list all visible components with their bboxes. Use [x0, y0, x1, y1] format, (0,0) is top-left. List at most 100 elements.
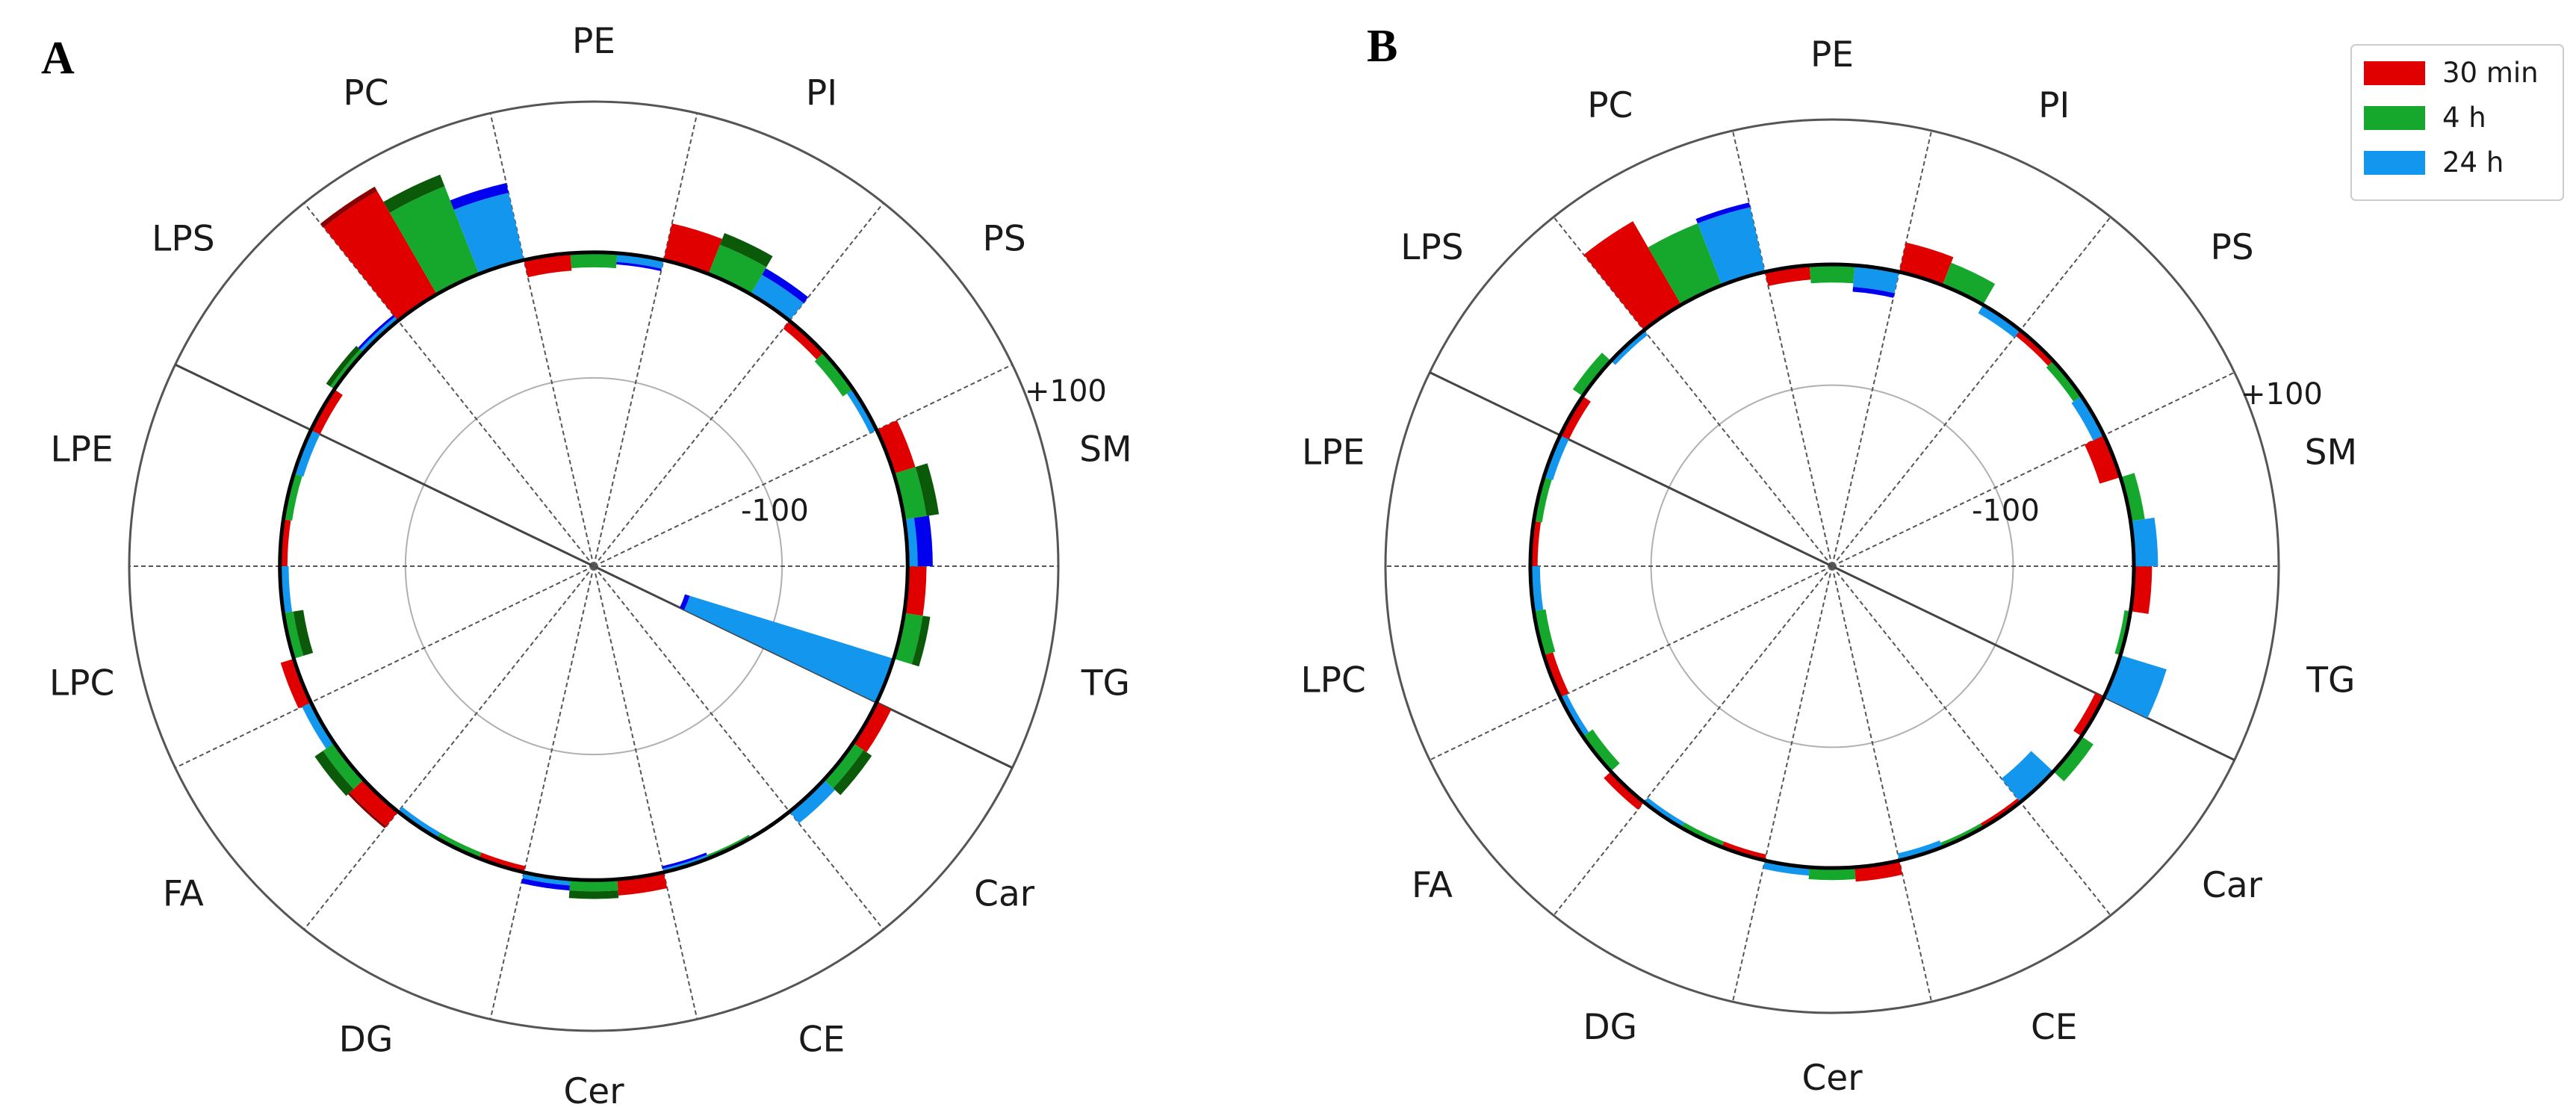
- category-label: Cer: [563, 1071, 624, 1107]
- bar-dg-24h: [1644, 797, 1685, 828]
- bar-lpc-30min: [280, 658, 311, 709]
- bar-ps-4h: [814, 353, 854, 397]
- category-label: CE: [798, 1019, 845, 1060]
- bar-tg-30min: [2130, 566, 2153, 614]
- category-label: CE: [2031, 1007, 2078, 1048]
- error-bar-cer-4h: [568, 890, 619, 899]
- sector-divider: [1429, 371, 1833, 568]
- error-bar-tg-4h: [911, 615, 931, 667]
- legend-swatch-30min: [2364, 61, 2425, 85]
- category-label: Car: [974, 873, 1035, 914]
- bar-fa-24h: [302, 702, 335, 749]
- category-label: SM: [1079, 430, 1132, 471]
- bar-lps-4h: [1572, 353, 1611, 397]
- category-label: LPS: [152, 219, 214, 260]
- polar-chart-b: B TG Car CE Cer DG FA LPC LPE LPS PC PE PI PS SM +100 -1…: [1300, 21, 2357, 1099]
- bar-dg-4h: [1680, 822, 1725, 848]
- sector-divider: [593, 364, 1013, 567]
- bar-lpe-24h: [1543, 435, 1569, 480]
- panel-letter: A: [41, 33, 75, 84]
- sector-divider: [1429, 565, 1833, 761]
- sector-divider: [1831, 130, 1933, 567]
- category-label: LPC: [1300, 660, 1365, 701]
- bar-pi-4h: [1942, 262, 1996, 306]
- error-bar-lps-24h: [358, 314, 395, 350]
- legend-label-4h: 4 h: [2442, 102, 2486, 134]
- bar-lpc-4h: [1533, 609, 1556, 656]
- bar-pc-24h: [453, 193, 524, 274]
- tick-label-minus-100: -100: [1972, 494, 2040, 528]
- sector-divider: [593, 202, 884, 567]
- bar-lpe-4h: [1533, 477, 1552, 523]
- polar-chart-a: A TG Car CE Cer DG FA LPC LPE LPS PC PE PI PS SM +100 -1…: [41, 21, 1132, 1107]
- error-bar-pc-30min: [320, 186, 378, 228]
- category-label: PI: [806, 73, 837, 114]
- bar-dg-4h: [436, 832, 482, 859]
- bar-fa-30min: [1604, 771, 1645, 810]
- bar-cer-30min: [1855, 860, 1903, 882]
- sector-divider: [303, 565, 595, 930]
- bar-lpc-30min: [1543, 652, 1569, 698]
- error-bar-lpc-4h: [293, 610, 314, 656]
- bar-sm-24h: [2130, 517, 2158, 566]
- category-label: PC: [343, 73, 388, 114]
- category-label: TG: [2306, 660, 2355, 701]
- bar-lpe-4h: [283, 474, 302, 521]
- error-bar-pc-4h: [383, 174, 445, 213]
- error-bar-pi-4h: [719, 233, 773, 267]
- error-bar-pe-24h: [616, 261, 662, 272]
- panel-letter: B: [1367, 21, 1397, 72]
- sector-divider: [1831, 565, 2235, 761]
- bar-car-30min: [2073, 692, 2105, 737]
- error-bar-pe-24h: [1852, 287, 1895, 298]
- error-bar-cer-24h: [521, 878, 570, 891]
- legend-swatch-24h: [2364, 151, 2425, 175]
- bar-fa-24h: [1559, 694, 1589, 737]
- bar-pc-4h: [1648, 223, 1722, 306]
- bar-dg-30min: [479, 852, 526, 872]
- sector-divider: [1731, 565, 1833, 1002]
- bar-ce-4h: [1940, 823, 1984, 848]
- error-bar-tg-24h: [680, 594, 690, 610]
- bar-lps-30min: [311, 389, 343, 435]
- sector-divider: [593, 565, 698, 1020]
- bar-cer-4h: [569, 879, 618, 892]
- bar-tg-4h: [893, 613, 923, 665]
- sector-divider: [174, 363, 595, 568]
- category-label: PE: [572, 21, 615, 62]
- bar-pc-4h: [389, 186, 479, 295]
- bar-car-24h: [2001, 751, 2054, 802]
- tick-label-plus-100: +100: [2241, 377, 2323, 412]
- bar-pe-24h: [616, 252, 664, 269]
- bar-pe-4h: [1809, 264, 1855, 284]
- bar-tg-4h: [2114, 610, 2131, 656]
- sector-divider: [593, 565, 1014, 769]
- category-label: LPE: [1302, 432, 1365, 474]
- bar-fa-30min: [350, 779, 398, 827]
- error-bar-sm-4h: [915, 463, 940, 516]
- error-bar-car-4h: [833, 750, 872, 796]
- error-bar-pc-24h: [450, 183, 509, 210]
- sector-divider: [489, 113, 595, 567]
- sector-divider: [1831, 565, 2111, 917]
- sector-divider: [303, 202, 595, 567]
- category-label: DG: [339, 1019, 394, 1060]
- bar-ps-24h: [2071, 396, 2105, 441]
- bar-ps-4h: [2046, 361, 2082, 402]
- legend: 30 min 4 h 24 h: [2350, 44, 2564, 201]
- bar-pc-24h: [1697, 207, 1766, 285]
- bar-lpe-24h: [294, 430, 320, 477]
- bar-pe-24h: [1853, 265, 1899, 294]
- bar-sm-30min: [2084, 435, 2121, 484]
- bar-pc-30min: [323, 190, 437, 321]
- sector-divider: [593, 113, 698, 567]
- legend-swatch-4h: [2364, 106, 2425, 130]
- sector-divider: [593, 565, 884, 930]
- category-label: PE: [1810, 34, 1854, 75]
- bar-ps-30min: [783, 320, 825, 360]
- category-label: PS: [2210, 227, 2253, 268]
- category-label: LPC: [49, 663, 114, 704]
- error-bar-fa-30min: [347, 793, 387, 828]
- category-label: TG: [1081, 663, 1130, 704]
- error-bar-sm-24h: [913, 515, 933, 566]
